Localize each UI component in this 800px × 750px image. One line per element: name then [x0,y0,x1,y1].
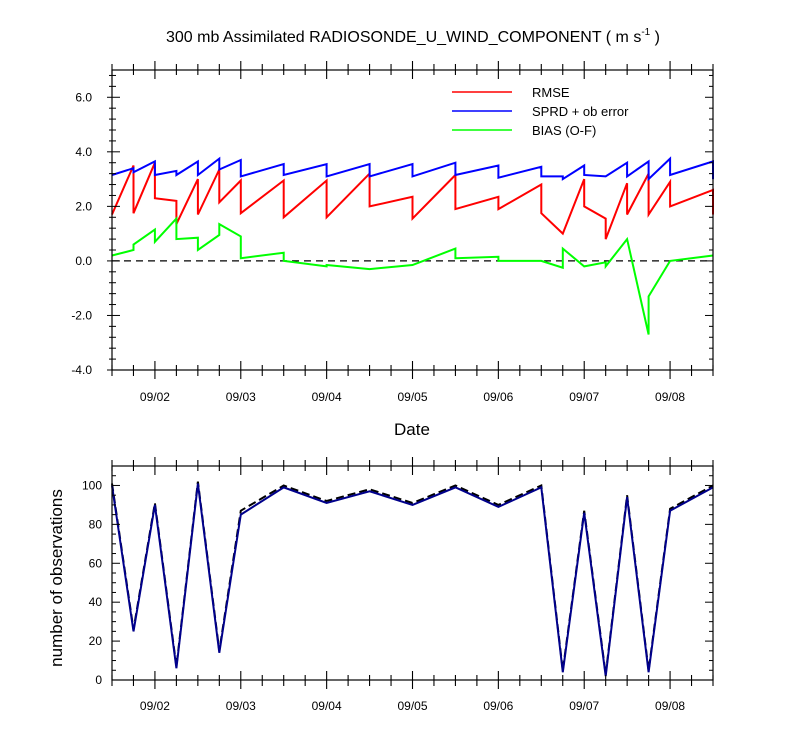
x-tick-label: 09/02 [140,699,170,713]
legend-item-sprd-ob-error: SPRD + ob error [452,104,629,119]
chart-title-prefix: 300 mb Assimilated RADIOSONDE_U_WIND_COM… [166,29,641,46]
x-tick-label: 09/05 [397,390,427,404]
y-tick-label: 0 [95,673,102,687]
series-line-bias-o-f [111,216,714,335]
top-tick-layer [107,61,714,379]
bottom-plot-frame [111,465,714,681]
x-tick-label: 09/06 [483,699,513,713]
series-line-assimilated [111,483,714,677]
x-tick-label: 09/02 [140,390,170,404]
legend-label: BIAS (O-F) [532,123,596,138]
x-tick-label: 09/07 [569,390,599,404]
x-tick-label: 09/08 [655,699,685,713]
x-tick-label: 09/04 [312,699,342,713]
y-axis-label-observations: number of observations [47,489,66,667]
y-tick-label: -2.0 [71,308,92,322]
y-tick-label: 0.0 [75,254,92,268]
legend-item-rmse: RMSE [452,85,570,100]
y-tick-label: -4.0 [71,363,92,377]
y-tick-label: 100 [82,478,102,492]
x-tick-label: 09/05 [397,699,427,713]
x-axis-label: Date [394,420,430,439]
series-line-sprd-ob-error [111,156,714,182]
y-tick-label: 20 [89,634,103,648]
x-tick-label: 09/03 [226,699,256,713]
y-tick-label: 2.0 [75,199,92,213]
y-tick-label: 6.0 [75,90,92,104]
chart-title: 300 mb Assimilated RADIOSONDE_U_WIND_COM… [166,27,660,46]
series-line-rmse [111,162,714,240]
y-tick-label: 4.0 [75,145,92,159]
top-series-layer [111,156,714,335]
chart-title-suffix: ) [650,29,660,46]
y-tick-label: 80 [89,517,103,531]
x-tick-label: 09/03 [226,390,256,404]
x-tick-label: 09/08 [655,390,685,404]
bottom-tick-layer [111,457,714,689]
legend-item-bias-o-f: BIAS (O-F) [452,123,596,138]
bottom-y-tick-labels: 0 20 40 60 80 100 [82,478,102,687]
top-plot-panel: -4.0-2.00.02.04.06.0 09/02 09/03 09/04 09/0… [71,61,714,439]
legend-label: SPRD + ob error [532,104,629,119]
legend: RMSE SPRD + ob error BIAS (O-F) [452,85,629,138]
x-tick-label: 09/07 [569,699,599,713]
chart-title-sup: -1 [641,27,650,38]
legend-label: RMSE [532,85,570,100]
y-tick-label: 40 [89,595,103,609]
y-tick-label: 60 [89,556,103,570]
top-x-tick-labels: 09/02 09/03 09/04 09/05 09/06 09/07 09/08 [140,390,685,404]
x-tick-label: 09/06 [483,390,513,404]
bottom-x-tick-labels: 09/02 09/03 09/04 09/05 09/06 09/07 09/08 [140,699,685,713]
bottom-series-layer [111,481,714,677]
top-y-tick-labels: -4.0 -2.0 0.0 2.0 4.0 6.0 [71,90,92,377]
x-tick-label: 09/04 [312,390,342,404]
